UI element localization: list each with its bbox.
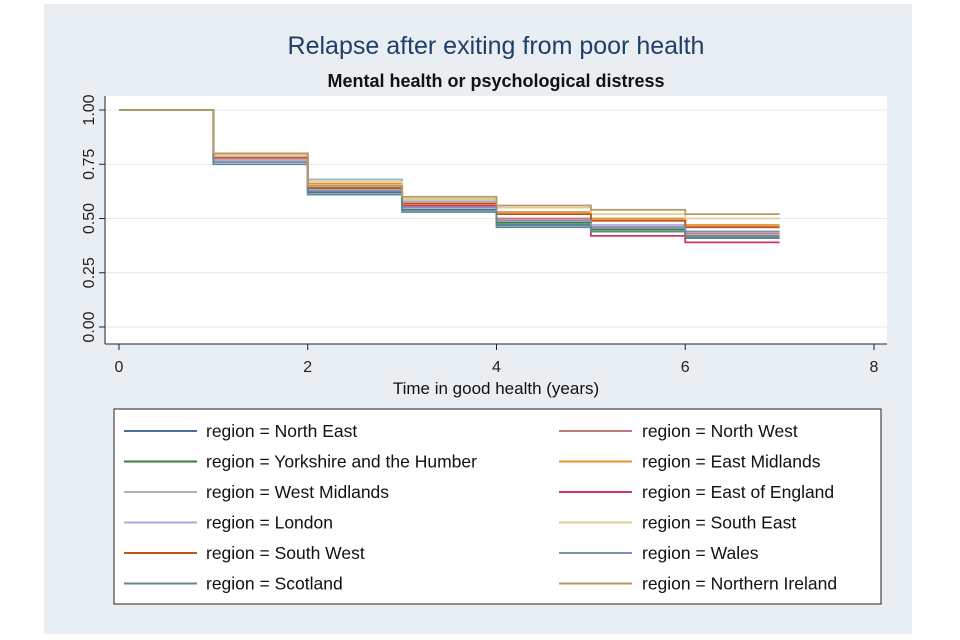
legend-label: region = North East <box>206 421 357 441</box>
x-tick-label: 4 <box>492 359 501 376</box>
x-tick-label: 2 <box>303 359 312 376</box>
tick-labels: 0.00 0.25 0.50 0.75 1.00 0 2 4 6 8 <box>81 94 879 376</box>
legend-label: region = East Midlands <box>642 452 821 472</box>
series-line <box>119 109 780 237</box>
x-tick-label: 0 <box>115 359 124 376</box>
legend-label: region = Scotland <box>206 574 343 594</box>
series-lines <box>119 109 780 244</box>
legend-label: region = West Midlands <box>206 482 389 502</box>
series-line <box>119 109 780 229</box>
chart-figure: Relapse after exiting from poor health M… <box>44 4 912 634</box>
series-line <box>119 109 780 233</box>
legend-label: region = South West <box>206 543 365 563</box>
y-tick-label: 0.75 <box>81 149 98 180</box>
legend-label: region = Wales <box>642 543 759 563</box>
x-tick-label: 8 <box>870 359 879 376</box>
y-tick-label: 0.50 <box>81 203 98 234</box>
legend-label: region = East of England <box>642 482 834 502</box>
x-tick-label: 6 <box>681 359 690 376</box>
series-line <box>119 109 780 220</box>
series-line <box>119 109 780 216</box>
legend-label: region = Yorkshire and the Humber <box>206 452 477 472</box>
axes <box>99 96 887 350</box>
legend-label: region = London <box>206 513 333 533</box>
legend-box <box>113 408 882 605</box>
legend: region = North East region = North West re… <box>124 421 837 594</box>
y-tick-label: 0.25 <box>81 257 98 288</box>
legend-label: region = North West <box>642 421 798 441</box>
x-axis-title: Time in good health (years) <box>393 379 599 398</box>
y-tick-label: 0.00 <box>81 311 98 342</box>
y-tick-label: 1.00 <box>81 94 98 125</box>
legend-label: region = Northern Ireland <box>642 574 837 594</box>
chart-svg: Relapse after exiting from poor health M… <box>81 32 887 605</box>
chart-subtitle: Mental health or psychological distress <box>327 71 664 91</box>
legend-label: region = South East <box>642 513 796 533</box>
chart-title: Relapse after exiting from poor health <box>288 32 705 60</box>
